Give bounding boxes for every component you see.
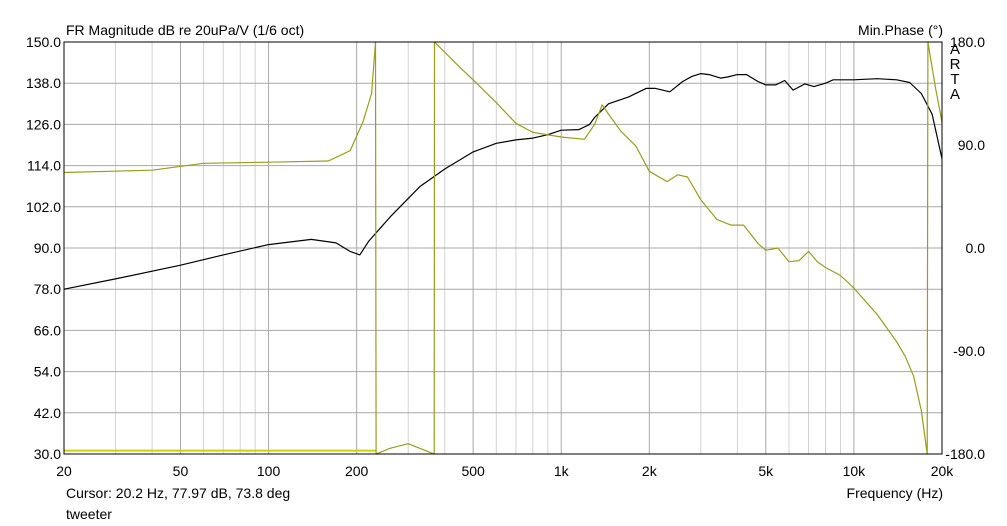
y-tick-label: 90.0 <box>34 240 61 256</box>
magnitude-curve <box>63 72 943 290</box>
x-tick-label: 10k <box>843 463 867 479</box>
x-tick-label: 20 <box>56 463 72 479</box>
arta-letter: T <box>950 71 960 88</box>
chart-title: FR Magnitude dB re 20uPa/V (1/6 oct) <box>66 22 305 38</box>
arta-letter: A <box>949 86 960 103</box>
y2-tick-label: 90.0 <box>958 137 985 153</box>
x-axis-label: Frequency (Hz) <box>846 485 943 501</box>
x-tick-label: 2k <box>642 463 658 479</box>
y-tick-label: 138.0 <box>26 75 61 91</box>
y2-tick-label: -90.0 <box>953 343 985 359</box>
arta-letter: R <box>949 56 961 73</box>
y-tick-label: 54.0 <box>34 364 61 380</box>
cursor-readout: Cursor: 20.2 Hz, 77.97 dB, 73.8 deg <box>66 485 291 501</box>
x-tick-label: 1k <box>554 463 570 479</box>
right-axis-ticks: 180.0 90.0 0.0 -90.0 -180.0 <box>945 34 985 462</box>
y2-tick-label: -180.0 <box>945 446 985 462</box>
x-tick-label: 5k <box>758 463 774 479</box>
x-axis-ticks: 20 50 100 200 500 1k 2k 5k 10k 20k <box>56 463 954 479</box>
y-tick-label: 150.0 <box>26 34 61 50</box>
arta-letter: A <box>949 41 960 58</box>
y-tick-label: 30.0 <box>34 446 61 462</box>
y-tick-label: 66.0 <box>34 322 61 338</box>
x-tick-label: 20k <box>931 463 955 479</box>
y-tick-label: 42.0 <box>34 405 61 421</box>
x-tick-label: 100 <box>257 463 281 479</box>
curve-name: tweeter <box>66 506 112 522</box>
x-tick-label: 50 <box>173 463 189 479</box>
y2-tick-label: 0.0 <box>966 240 986 256</box>
left-axis-ticks: 150.0 138.0 126.0 114.0 102.0 90.0 78.0 66.0 54.… <box>26 34 61 462</box>
y-tick-label: 126.0 <box>26 116 61 132</box>
phase-axis-title: Min.Phase (°) <box>858 22 943 38</box>
x-tick-label: 200 <box>345 463 369 479</box>
grid-lines <box>63 41 943 455</box>
y-tick-label: 114.0 <box>27 158 61 174</box>
y-tick-label: 102.0 <box>26 199 61 215</box>
x-tick-label: 500 <box>461 463 485 479</box>
plot-frame <box>63 41 943 455</box>
y-tick-label: 78.0 <box>34 281 61 297</box>
y2-tick-label: 180.0 <box>950 34 985 50</box>
